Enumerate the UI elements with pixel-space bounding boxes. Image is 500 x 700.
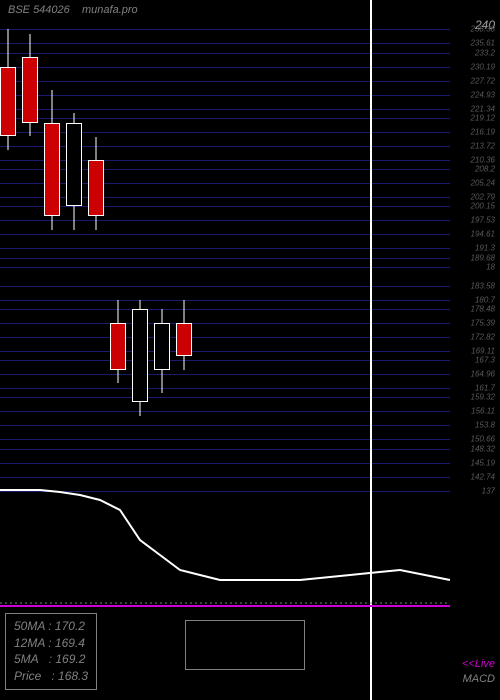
grid-label: 219.12 bbox=[471, 113, 495, 122]
candle bbox=[0, 20, 16, 500]
ticker-label: BSE 544026 bbox=[8, 4, 70, 16]
grid-label: 156.11 bbox=[471, 407, 495, 416]
candle bbox=[66, 20, 82, 500]
grid-label: 202.79 bbox=[471, 193, 495, 202]
grid-label: 180.7 bbox=[475, 295, 495, 304]
grid-label: 183.58 bbox=[471, 281, 495, 290]
grid-label: 191.3 bbox=[475, 244, 495, 253]
ma12-row: 12MA : 169.4 bbox=[14, 635, 88, 652]
grid-label: 200.15 bbox=[471, 202, 495, 211]
grid-label: 238.38 bbox=[471, 25, 495, 34]
grid-label: 169.11 bbox=[471, 346, 495, 355]
grid-label: 148.32 bbox=[471, 444, 495, 453]
grid-label: 213.72 bbox=[471, 141, 495, 150]
chart-header: BSE 544026 munafa.pro bbox=[8, 4, 138, 16]
grid-label: 150.66 bbox=[471, 435, 495, 444]
grid-label: 205.24 bbox=[471, 179, 495, 188]
grid-label: 210.36 bbox=[471, 155, 495, 164]
candle bbox=[110, 20, 126, 500]
grid-label: 230.19 bbox=[471, 62, 495, 71]
candlestick-chart: 240 238.38235.61233.2230.19227.72224.932… bbox=[0, 20, 500, 520]
grid-label: 164.96 bbox=[471, 370, 495, 379]
grid-label: 224.93 bbox=[471, 90, 495, 99]
macd-indicator-box bbox=[185, 620, 305, 670]
grid-label: 216.19 bbox=[471, 127, 495, 136]
grid-label: 153.8 bbox=[475, 421, 495, 430]
grid-label: 145.19 bbox=[471, 458, 495, 467]
ma5-row: 5MA : 169.2 bbox=[14, 651, 88, 668]
source-label: munafa.pro bbox=[82, 4, 138, 16]
ma50-row: 50MA : 170.2 bbox=[14, 618, 88, 635]
grid-label: 208.2 bbox=[475, 165, 495, 174]
candle bbox=[176, 20, 192, 500]
grid-label: 178.48 bbox=[471, 304, 495, 313]
grid-label: 189.68 bbox=[471, 253, 495, 262]
volume-line bbox=[0, 490, 450, 580]
grid-label: 227.72 bbox=[471, 76, 495, 85]
candle bbox=[88, 20, 104, 500]
info-panel: 50MA : 170.2 12MA : 169.4 5MA : 169.2 Pr… bbox=[5, 613, 97, 690]
grid-label: 194.61 bbox=[471, 230, 495, 239]
candle bbox=[22, 20, 38, 500]
grid-label: 18 bbox=[486, 262, 495, 271]
volume-panel bbox=[0, 480, 500, 600]
grid-label: 167.3 bbox=[475, 356, 495, 365]
candle bbox=[44, 20, 60, 500]
grid-label: 161.7 bbox=[475, 384, 495, 393]
grid-label: 175.39 bbox=[471, 318, 495, 327]
candle bbox=[154, 20, 170, 500]
grid-label: 159.32 bbox=[471, 393, 495, 402]
price-row: Price : 168.3 bbox=[14, 668, 88, 685]
live-indicator: <<Live bbox=[462, 658, 495, 670]
macd-title: MACD bbox=[463, 673, 495, 685]
grid-label: 233.2 bbox=[475, 48, 495, 57]
grid-label: 235.61 bbox=[471, 39, 495, 48]
candle bbox=[132, 20, 148, 500]
grid-label: 172.82 bbox=[471, 332, 495, 341]
grid-label: 221.34 bbox=[471, 104, 495, 113]
grid-label: 197.53 bbox=[471, 216, 495, 225]
